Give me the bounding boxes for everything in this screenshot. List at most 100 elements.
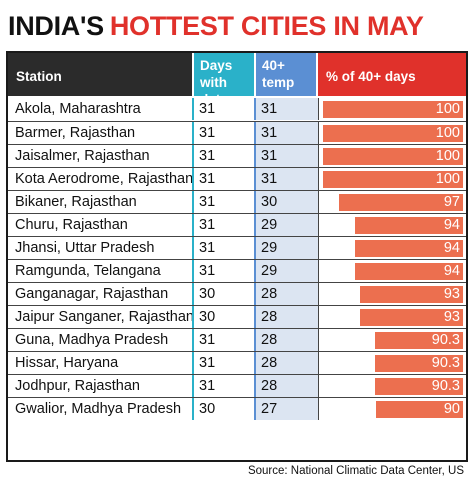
pct-cell: 94 bbox=[318, 260, 466, 282]
station-cell: Jaisalmer, Rajasthan bbox=[15, 148, 150, 164]
temp-cell: 29 bbox=[254, 237, 318, 259]
pct-cell: 100 bbox=[318, 145, 466, 167]
header-pct: % of 40+ days bbox=[318, 53, 466, 96]
pct-bar bbox=[323, 148, 463, 165]
pct-bar bbox=[376, 401, 463, 418]
pct-cell: 90.3 bbox=[318, 329, 466, 351]
pct-cell: 94 bbox=[318, 237, 466, 259]
header-days: Days with data bbox=[194, 53, 254, 107]
header-temp: 40+ temp bbox=[256, 53, 316, 96]
header-days-line-2: data bbox=[200, 92, 228, 107]
table-row: Ganganagar, Rajasthan 30 28 93 bbox=[8, 282, 466, 305]
header-temp-line-1: 40+ bbox=[262, 58, 285, 73]
station-cell: Kota Aerodrome, Rajasthan bbox=[15, 171, 194, 187]
temp-cell: 28 bbox=[254, 352, 318, 374]
days-cell: 31 bbox=[192, 122, 254, 144]
pct-bar bbox=[360, 309, 463, 326]
pct-value: 93 bbox=[443, 286, 460, 302]
temp-cell: 29 bbox=[254, 214, 318, 236]
table-row: Jhansi, Uttar Pradesh 31 29 94 bbox=[8, 236, 466, 259]
days-cell: 31 bbox=[192, 214, 254, 236]
station-cell: Jaipur Sanganer, Rajasthan bbox=[15, 309, 194, 325]
table-row: Guna, Madhya Pradesh 31 28 90.3 bbox=[8, 328, 466, 351]
days-cell: 30 bbox=[192, 398, 254, 420]
pct-bar bbox=[355, 263, 463, 280]
pct-cell: 90.3 bbox=[318, 352, 466, 374]
pct-bar bbox=[375, 355, 463, 372]
pct-value: 100 bbox=[435, 125, 460, 141]
days-cell: 30 bbox=[192, 283, 254, 305]
temp-cell: 31 bbox=[254, 122, 318, 144]
pct-value: 94 bbox=[443, 217, 460, 233]
days-cell: 31 bbox=[192, 260, 254, 282]
days-cell: 31 bbox=[192, 191, 254, 213]
temp-cell: 31 bbox=[254, 98, 318, 120]
title-part-1: INDIA'S bbox=[8, 11, 104, 41]
table-row: Akola, Maharashtra 31 31 100 bbox=[8, 98, 466, 121]
pct-value: 93 bbox=[443, 309, 460, 325]
station-cell: Jhansi, Uttar Pradesh bbox=[15, 240, 155, 256]
pct-cell: 100 bbox=[318, 168, 466, 190]
pct-bar bbox=[360, 286, 463, 303]
station-cell: Barmer, Rajasthan bbox=[15, 125, 136, 141]
header-temp-label: 40+ temp bbox=[256, 57, 316, 91]
pct-cell: 93 bbox=[318, 283, 466, 305]
pct-cell: 100 bbox=[318, 98, 466, 120]
pct-value: 90.3 bbox=[431, 332, 460, 348]
pct-cell: 94 bbox=[318, 214, 466, 236]
header-station-label: Station bbox=[16, 69, 62, 84]
pct-value: 100 bbox=[435, 171, 460, 187]
table-row: Bikaner, Rajasthan 31 30 97 bbox=[8, 190, 466, 213]
station-cell: Guna, Madhya Pradesh bbox=[15, 332, 169, 348]
pct-bar bbox=[323, 101, 463, 118]
station-cell: Gwalior, Madhya Pradesh bbox=[15, 401, 182, 417]
pct-value: 100 bbox=[435, 148, 460, 164]
table-row: Jaisalmer, Rajasthan 31 31 100 bbox=[8, 144, 466, 167]
header-temp-line-2: temp bbox=[262, 75, 295, 90]
days-cell: 31 bbox=[192, 237, 254, 259]
pct-bar bbox=[323, 125, 463, 142]
temp-cell: 28 bbox=[254, 306, 318, 328]
table-row: Ramgunda, Telangana 31 29 94 bbox=[8, 259, 466, 282]
pct-bar bbox=[323, 171, 463, 188]
pct-value: 90.3 bbox=[431, 355, 460, 371]
pct-value: 94 bbox=[443, 263, 460, 279]
station-cell: Ramgunda, Telangana bbox=[15, 263, 161, 279]
chart-title: INDIA'S HOTTEST CITIES IN MAY bbox=[8, 8, 424, 44]
pct-bar bbox=[375, 332, 463, 349]
days-cell: 31 bbox=[192, 98, 254, 120]
days-cell: 31 bbox=[192, 145, 254, 167]
source-note: Source: National Climatic Data Center, U… bbox=[247, 465, 464, 477]
table-row: Churu, Rajasthan 31 29 94 bbox=[8, 213, 466, 236]
pct-value: 94 bbox=[443, 240, 460, 256]
header-days-label: Days with data bbox=[194, 57, 254, 108]
pct-cell: 93 bbox=[318, 306, 466, 328]
temp-cell: 29 bbox=[254, 260, 318, 282]
temp-cell: 31 bbox=[254, 145, 318, 167]
table-row: Jodhpur, Rajasthan 31 28 90.3 bbox=[8, 374, 466, 397]
pct-bar bbox=[375, 378, 463, 395]
station-cell: Bikaner, Rajasthan bbox=[15, 194, 137, 210]
station-cell: Ganganagar, Rajasthan bbox=[15, 286, 169, 302]
days-cell: 31 bbox=[192, 352, 254, 374]
table-row: Gwalior, Madhya Pradesh 30 27 90 bbox=[8, 397, 466, 420]
table-row: Jaipur Sanganer, Rajasthan 30 28 93 bbox=[8, 305, 466, 328]
temp-cell: 28 bbox=[254, 375, 318, 397]
pct-bar bbox=[355, 217, 463, 234]
temp-cell: 30 bbox=[254, 191, 318, 213]
pct-cell: 100 bbox=[318, 122, 466, 144]
days-cell: 31 bbox=[192, 329, 254, 351]
header-days-line-1: Days with bbox=[200, 58, 233, 90]
pct-bar bbox=[339, 194, 463, 211]
header-station: Station bbox=[8, 53, 192, 96]
pct-cell: 90 bbox=[318, 398, 466, 420]
pct-cell: 90.3 bbox=[318, 375, 466, 397]
station-cell: Hissar, Haryana bbox=[15, 355, 119, 371]
days-cell: 31 bbox=[192, 375, 254, 397]
header-pct-label: % of 40+ days bbox=[326, 69, 416, 84]
table-frame: Station Days with data 40+ temp % of 40+ d… bbox=[6, 51, 468, 462]
pct-cell: 97 bbox=[318, 191, 466, 213]
station-cell: Jodhpur, Rajasthan bbox=[15, 378, 140, 394]
pct-value: 90.3 bbox=[431, 378, 460, 394]
title-part-2: HOTTEST CITIES IN MAY bbox=[109, 11, 424, 41]
